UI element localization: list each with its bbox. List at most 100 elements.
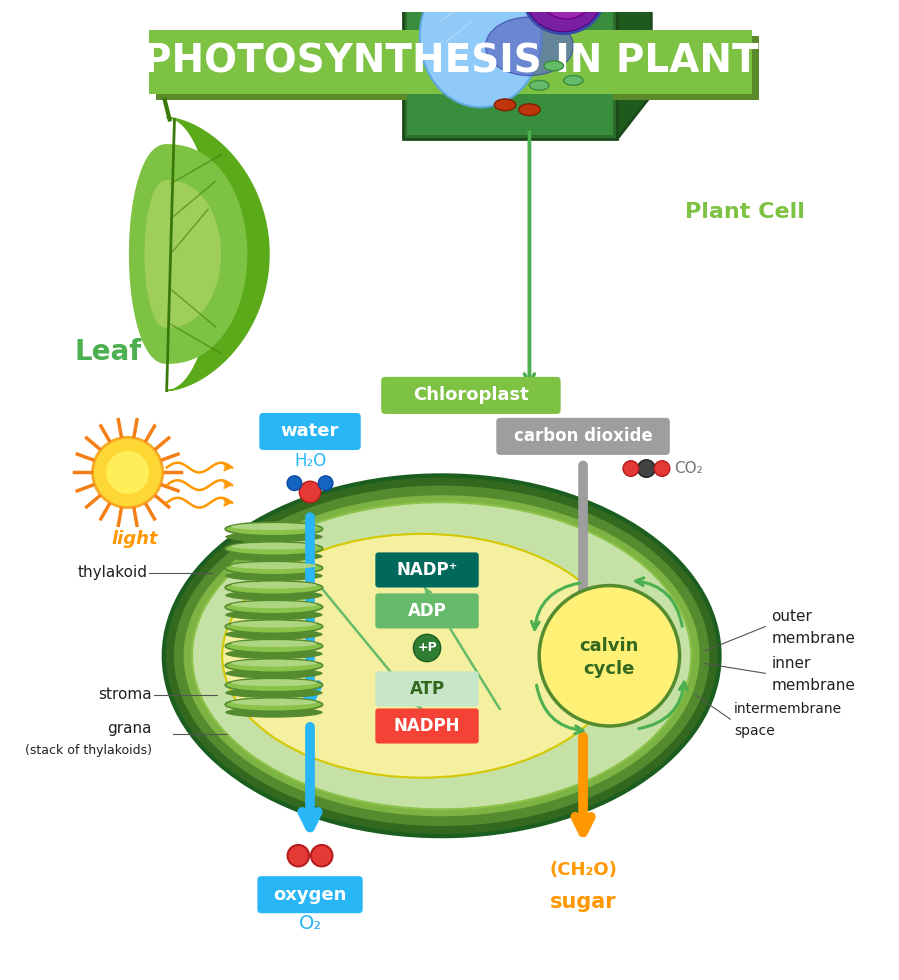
- Ellipse shape: [231, 582, 316, 589]
- Circle shape: [318, 476, 333, 490]
- Text: Leaf: Leaf: [75, 337, 142, 366]
- Ellipse shape: [420, 0, 541, 107]
- Ellipse shape: [524, 0, 602, 32]
- Ellipse shape: [494, 99, 516, 111]
- FancyBboxPatch shape: [259, 413, 360, 450]
- Text: intermembrane: intermembrane: [734, 703, 842, 716]
- Ellipse shape: [485, 17, 574, 75]
- Circle shape: [623, 461, 638, 476]
- Ellipse shape: [225, 610, 323, 620]
- Ellipse shape: [225, 551, 323, 562]
- Ellipse shape: [225, 687, 323, 698]
- Circle shape: [654, 461, 670, 476]
- Ellipse shape: [225, 649, 323, 660]
- Ellipse shape: [231, 602, 316, 609]
- Ellipse shape: [225, 590, 323, 601]
- Ellipse shape: [225, 531, 323, 542]
- Ellipse shape: [225, 678, 323, 692]
- Ellipse shape: [225, 639, 323, 653]
- Ellipse shape: [530, 80, 549, 90]
- FancyBboxPatch shape: [376, 593, 478, 628]
- Ellipse shape: [225, 668, 323, 679]
- Ellipse shape: [231, 543, 316, 550]
- Polygon shape: [406, 0, 613, 135]
- Ellipse shape: [225, 562, 323, 575]
- Text: NADP⁺: NADP⁺: [396, 561, 458, 579]
- Text: CO₂: CO₂: [673, 461, 702, 476]
- Ellipse shape: [225, 570, 323, 581]
- Ellipse shape: [225, 659, 323, 672]
- Text: grana: grana: [108, 721, 152, 736]
- Text: +P: +P: [417, 642, 437, 655]
- Ellipse shape: [225, 698, 323, 711]
- Text: membrane: membrane: [771, 677, 855, 693]
- Text: (stack of thylakoids): (stack of thylakoids): [25, 744, 152, 757]
- Circle shape: [414, 634, 441, 662]
- Ellipse shape: [225, 542, 323, 556]
- Ellipse shape: [225, 629, 323, 640]
- Text: carbon dioxide: carbon dioxide: [513, 427, 653, 445]
- Text: water: water: [280, 422, 339, 440]
- Circle shape: [106, 451, 149, 494]
- Text: ADP: ADP: [407, 602, 447, 620]
- Text: ATP: ATP: [409, 680, 445, 698]
- Text: membrane: membrane: [771, 631, 855, 646]
- FancyBboxPatch shape: [156, 35, 759, 100]
- Ellipse shape: [231, 620, 316, 627]
- Text: light: light: [111, 530, 158, 548]
- Ellipse shape: [231, 660, 316, 666]
- Polygon shape: [166, 118, 269, 391]
- Text: PHOTOSYNTHESIS IN PLANT: PHOTOSYNTHESIS IN PLANT: [143, 43, 758, 81]
- Ellipse shape: [192, 502, 691, 809]
- Text: outer: outer: [771, 610, 812, 624]
- Circle shape: [93, 437, 163, 508]
- Polygon shape: [618, 0, 651, 139]
- FancyBboxPatch shape: [149, 29, 752, 94]
- Circle shape: [288, 845, 309, 866]
- Circle shape: [287, 476, 302, 490]
- Text: calvin: calvin: [580, 637, 639, 655]
- Circle shape: [311, 845, 333, 866]
- Ellipse shape: [231, 523, 316, 530]
- Ellipse shape: [539, 0, 593, 19]
- FancyBboxPatch shape: [381, 377, 561, 414]
- FancyBboxPatch shape: [376, 709, 478, 744]
- Polygon shape: [129, 145, 246, 364]
- FancyBboxPatch shape: [376, 553, 478, 588]
- Ellipse shape: [231, 640, 316, 647]
- Ellipse shape: [225, 581, 323, 594]
- Text: oxygen: oxygen: [273, 886, 347, 904]
- Ellipse shape: [519, 104, 540, 116]
- Ellipse shape: [544, 61, 564, 71]
- Text: stroma: stroma: [98, 687, 152, 703]
- Text: H₂O: H₂O: [294, 452, 326, 469]
- Ellipse shape: [222, 534, 622, 778]
- Circle shape: [637, 460, 655, 477]
- Text: thylakoid: thylakoid: [77, 565, 147, 580]
- Ellipse shape: [231, 563, 316, 569]
- FancyBboxPatch shape: [376, 671, 478, 707]
- Circle shape: [539, 586, 680, 726]
- Polygon shape: [403, 0, 618, 139]
- Ellipse shape: [554, 0, 583, 5]
- FancyBboxPatch shape: [257, 876, 362, 913]
- Text: cycle: cycle: [583, 661, 635, 678]
- Ellipse shape: [164, 475, 719, 836]
- Ellipse shape: [225, 522, 323, 536]
- Ellipse shape: [225, 619, 323, 633]
- Ellipse shape: [231, 699, 316, 706]
- Ellipse shape: [231, 679, 316, 686]
- Ellipse shape: [182, 494, 701, 817]
- Text: Chloroplast: Chloroplast: [413, 386, 529, 405]
- Text: sugar: sugar: [550, 893, 617, 912]
- Ellipse shape: [173, 484, 711, 827]
- Circle shape: [299, 481, 321, 503]
- Text: NADPH: NADPH: [394, 717, 460, 735]
- Ellipse shape: [225, 707, 323, 717]
- Ellipse shape: [564, 75, 583, 85]
- Text: (CH₂O): (CH₂O): [549, 861, 617, 879]
- Text: Plant Cell: Plant Cell: [685, 202, 806, 222]
- Text: inner: inner: [771, 656, 811, 671]
- FancyBboxPatch shape: [496, 417, 670, 455]
- Text: space: space: [734, 724, 775, 738]
